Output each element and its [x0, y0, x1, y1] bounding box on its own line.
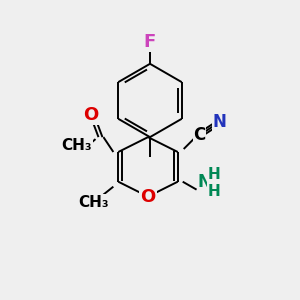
Text: N: N: [212, 113, 226, 131]
Text: H: H: [208, 167, 221, 182]
Text: H: H: [208, 184, 221, 199]
Text: F: F: [144, 33, 156, 51]
Text: O: O: [83, 106, 98, 124]
Text: O: O: [140, 188, 156, 206]
Text: N: N: [198, 173, 212, 191]
Text: C: C: [194, 126, 206, 144]
Text: CH₃: CH₃: [78, 195, 109, 210]
Text: CH₃: CH₃: [61, 137, 92, 152]
